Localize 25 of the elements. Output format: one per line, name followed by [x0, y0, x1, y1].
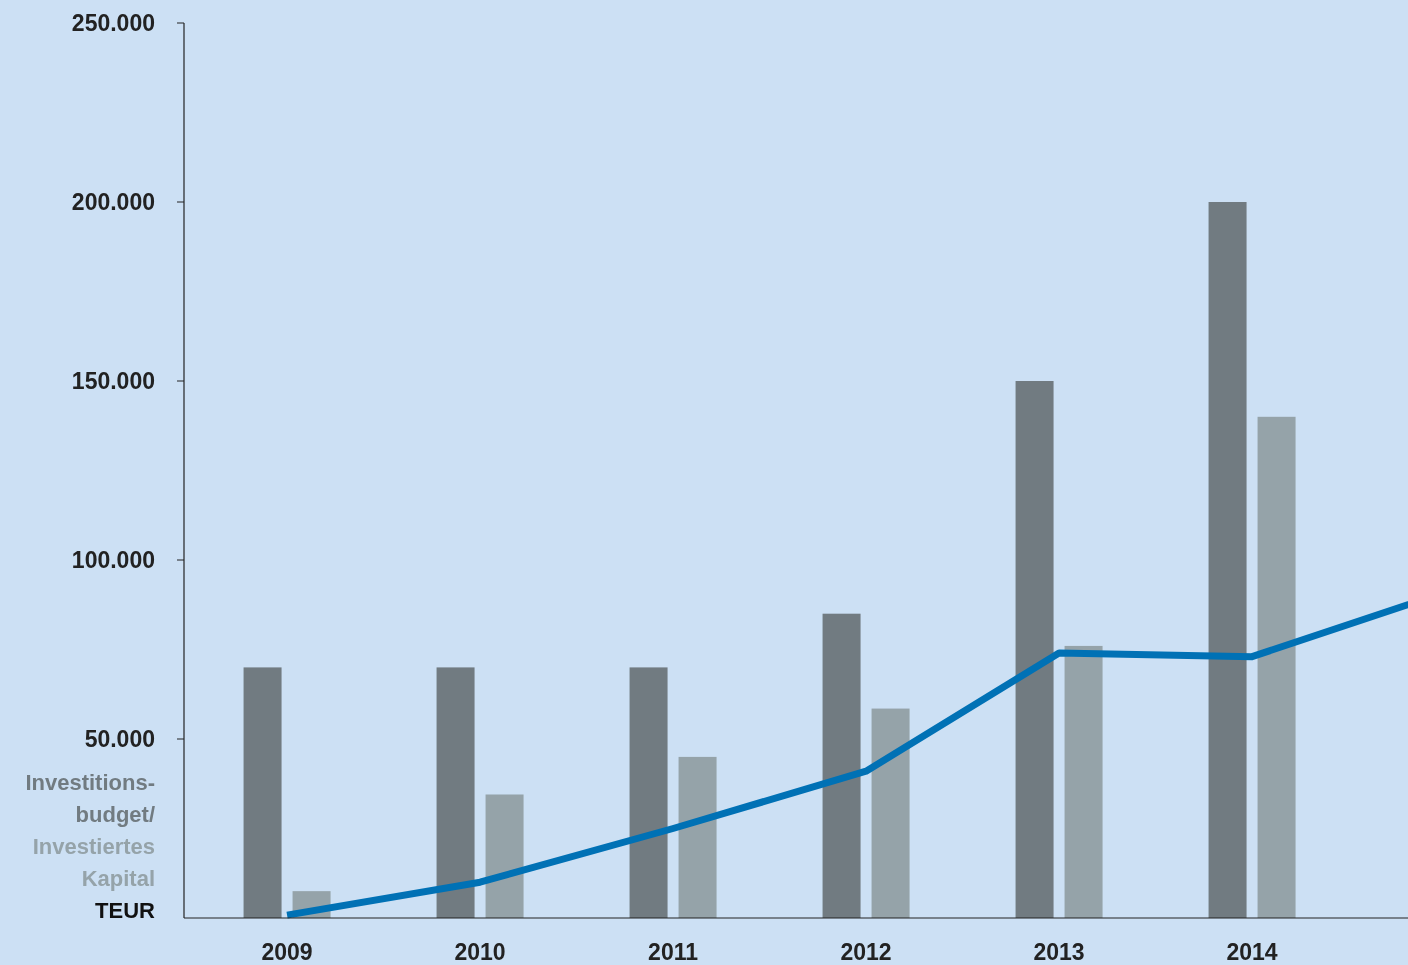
y-tick-label: 100.000: [71, 547, 155, 574]
y-tick-label: 200.000: [71, 189, 155, 216]
bar: [1208, 202, 1247, 918]
bar: [1015, 381, 1054, 918]
bar: [678, 756, 717, 918]
x-tick-label: 2009: [261, 939, 313, 965]
y-tick-label: 50.000: [84, 726, 155, 753]
x-tick-label: 2014: [1226, 939, 1278, 965]
y-tick-label: 250.000: [71, 10, 155, 37]
x-tick-label: 2013: [1033, 939, 1085, 965]
x-tick-label: 2010: [454, 939, 506, 965]
bar: [822, 613, 861, 918]
x-tick-label: 2011: [648, 939, 699, 965]
bar: [871, 708, 910, 918]
text: Investiertes Kapital: [32, 833, 155, 891]
bar: [629, 667, 668, 918]
bar: [1064, 645, 1103, 918]
y-axis-title: TEUR: [95, 897, 156, 923]
text: Investitions-budget/: [25, 769, 155, 827]
bar: [243, 667, 282, 918]
bar: [485, 794, 524, 918]
bar: [436, 667, 475, 918]
bar: [1257, 416, 1296, 918]
x-tick-label: 2012: [840, 939, 892, 965]
y-tick-label: 150.000: [71, 368, 155, 395]
